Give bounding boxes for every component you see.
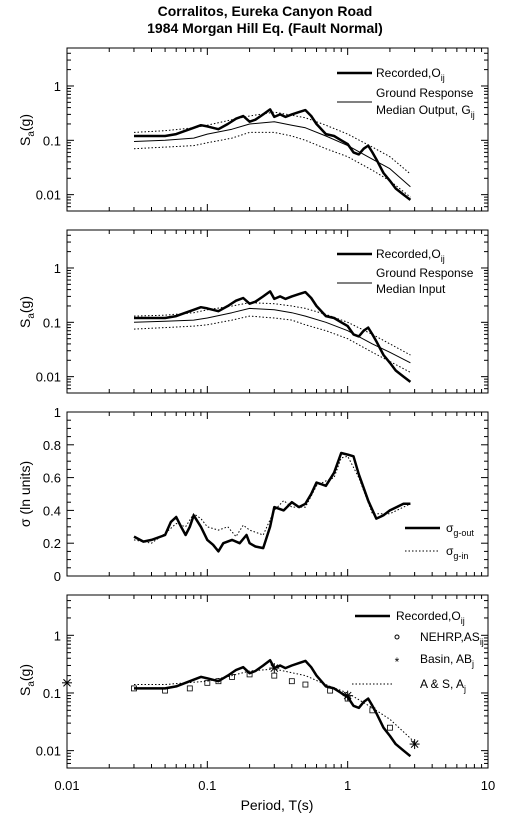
- legend: σg-out σg-in: [405, 521, 474, 561]
- legend-recorded: Recorded,Oij: [376, 66, 445, 83]
- y-tick-label: 0.01: [36, 370, 61, 385]
- series-line-dotted: [133, 315, 411, 373]
- series-line-median: [133, 121, 411, 188]
- legend: Recorded,Oij Ground Response Median Inpu…: [337, 247, 474, 296]
- y-tick-label: 0: [54, 569, 61, 584]
- legend-basin: Basin, ABj: [420, 652, 474, 669]
- plot-frame: [66, 47, 489, 212]
- basin-point: [62, 677, 72, 688]
- panel-sigma: 0 0.2 0.4 0.6 0.8 1 σ (ln units) σg-out σg-in: [17, 405, 489, 584]
- nehrp-point: [204, 679, 211, 686]
- y-tick-label: 0.6: [43, 471, 61, 486]
- y-tick-label: 1: [54, 261, 61, 276]
- legend-median-output: Median Output, Gij: [376, 103, 475, 120]
- legend-median-input: Median Input: [376, 282, 446, 296]
- nehrp-point: [369, 707, 376, 714]
- legend: Recorded,Oij Ground Response Median Outp…: [337, 66, 475, 120]
- nehrp-point: [162, 687, 168, 694]
- x-tick-label: 10: [481, 778, 495, 793]
- y-tick-label: 0.01: [36, 188, 61, 203]
- plot-frame: [66, 411, 489, 577]
- y-tick-label: 0.2: [43, 536, 61, 551]
- x-tick-labels: 0.01 0.1 1 10: [54, 778, 495, 793]
- basin-point: [342, 690, 353, 701]
- y-tick-label: 0.1: [43, 133, 61, 148]
- x-tick-label: 0.01: [54, 778, 79, 793]
- y-tick-label: 0.01: [36, 744, 61, 759]
- panel-comparison: 0.01 0.1 1 Sa(g) Recorded,Oij NEHRP,ASij *…: [17, 594, 489, 769]
- panel-output-spectra: 0.01 0.1 1 Sa(g) Recorded,Oij Ground Respo…: [17, 47, 489, 212]
- plot-frame: [66, 229, 489, 394]
- nehrp-point: [131, 685, 137, 692]
- y-axis-label: Sa(g): [17, 664, 37, 696]
- nehrp-point: [327, 687, 334, 694]
- legend-sigma-out: σg-out: [446, 521, 474, 538]
- y-tick-label: 1: [54, 628, 61, 643]
- series-line-dotted: [133, 455, 411, 544]
- figure-title-line2: 1984 Morgan Hill Eq. (Fault Normal): [147, 20, 383, 36]
- nehrp-point: [186, 685, 193, 692]
- y-axis-label: σ (ln units): [17, 461, 33, 527]
- legend-recorded: Recorded,Oij: [396, 609, 465, 626]
- series-line-dotted: [133, 131, 411, 198]
- legend-nehrp: NEHRP,ASij: [420, 630, 484, 647]
- nehrp-point: [229, 673, 235, 680]
- nehrp-point: [288, 678, 295, 685]
- legend: Recorded,Oij NEHRP,ASij * Basin, ABj A &…: [352, 609, 484, 694]
- series-line-recorded: [133, 451, 411, 553]
- nehrp-point: [246, 671, 253, 678]
- legend-as: A & S, Aj: [420, 677, 466, 694]
- series-line-recorded: [134, 290, 412, 383]
- nehrp-point: [387, 724, 393, 731]
- basin-point: [409, 739, 420, 750]
- y-tick-label: 1: [54, 79, 61, 94]
- figure-title-line1: Corralitos, Eureka Canyon Road: [158, 3, 373, 19]
- series-line-dotted: [134, 668, 415, 743]
- nehrp-point: [271, 672, 278, 679]
- nehrp-point: [302, 681, 309, 688]
- legend-ground-response: Ground Response: [376, 86, 474, 100]
- y-tick-label: 0.1: [43, 686, 61, 701]
- legend-swatch-nehrp: [394, 634, 400, 640]
- y-tick-label: 0.4: [43, 503, 61, 518]
- legend-sigma-in: σg-in: [446, 544, 468, 561]
- y-tick-label: 0.8: [43, 438, 61, 453]
- legend-ground-response: Ground Response: [376, 266, 474, 280]
- legend-swatch-basin: *: [395, 655, 400, 669]
- x-tick-label: 1: [344, 778, 351, 793]
- y-axis-label: Sa(g): [17, 296, 37, 328]
- series-line-dotted: [133, 111, 411, 175]
- x-tick-label: 0.1: [198, 778, 216, 793]
- x-axis-label: Period, T(s): [241, 797, 314, 813]
- y-tick-label: 1: [54, 405, 61, 420]
- y-tick-label: 0.1: [43, 315, 61, 330]
- basin-point: [269, 663, 280, 674]
- series-line-median: [133, 307, 411, 364]
- panel-input-spectra: 0.01 0.1 1 Sa(g) Recorded,Oij Ground Respo…: [17, 229, 489, 394]
- legend-recorded: Recorded,Oij: [376, 247, 445, 264]
- y-axis-label: Sa(g): [17, 114, 37, 146]
- series-line-recorded: [134, 658, 412, 758]
- series-line-recorded: [134, 108, 412, 201]
